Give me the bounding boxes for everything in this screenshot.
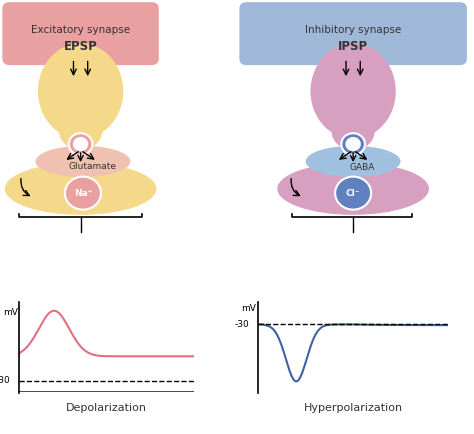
Text: -30: -30 bbox=[0, 376, 10, 385]
Ellipse shape bbox=[277, 163, 429, 215]
FancyBboxPatch shape bbox=[239, 2, 467, 65]
Text: -30: -30 bbox=[234, 320, 249, 329]
Ellipse shape bbox=[306, 146, 401, 177]
Circle shape bbox=[65, 177, 101, 210]
Text: Excitatory synapse: Excitatory synapse bbox=[31, 24, 130, 35]
Circle shape bbox=[341, 133, 365, 155]
Text: Inhibitory synapse: Inhibitory synapse bbox=[305, 24, 401, 35]
Ellipse shape bbox=[5, 163, 156, 215]
Circle shape bbox=[69, 133, 92, 155]
Ellipse shape bbox=[59, 115, 102, 150]
Ellipse shape bbox=[332, 115, 374, 150]
Circle shape bbox=[346, 138, 360, 150]
Text: EPSP: EPSP bbox=[64, 40, 98, 53]
Text: mV: mV bbox=[241, 303, 256, 312]
Text: Na⁺: Na⁺ bbox=[74, 189, 92, 197]
FancyBboxPatch shape bbox=[2, 2, 159, 65]
Circle shape bbox=[74, 138, 87, 150]
Text: mV: mV bbox=[3, 308, 18, 317]
Text: Glutamate: Glutamate bbox=[68, 162, 117, 171]
Ellipse shape bbox=[310, 43, 396, 139]
Text: Depolarization: Depolarization bbox=[66, 402, 147, 413]
Ellipse shape bbox=[38, 43, 123, 139]
Circle shape bbox=[335, 177, 371, 210]
Text: Cl⁻: Cl⁻ bbox=[346, 189, 360, 197]
Text: GABA: GABA bbox=[350, 163, 375, 172]
Ellipse shape bbox=[36, 146, 130, 177]
Text: IPSP: IPSP bbox=[338, 40, 368, 53]
Text: Hyperpolarization: Hyperpolarization bbox=[303, 402, 403, 413]
